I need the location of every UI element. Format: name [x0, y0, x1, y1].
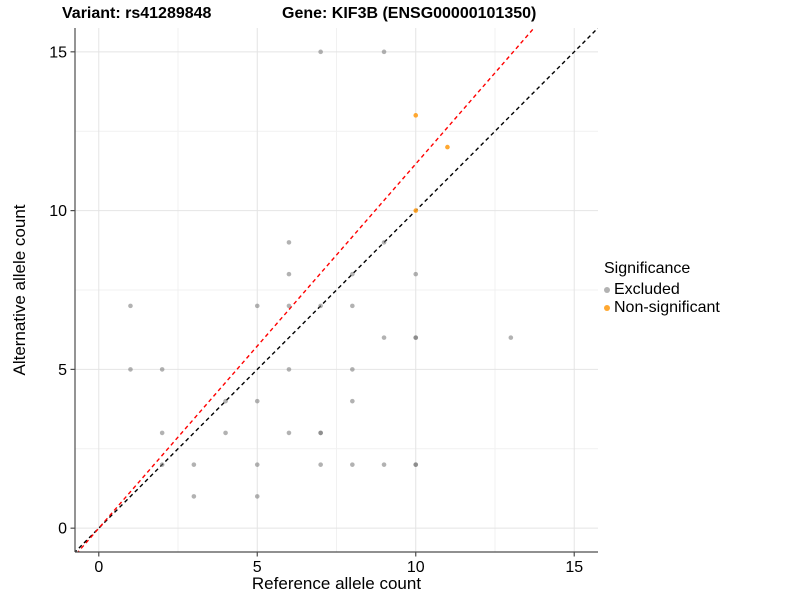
legend-title: Significance [604, 260, 691, 277]
data-point [445, 144, 450, 150]
data-point [223, 430, 228, 436]
data-point [413, 271, 419, 277]
data-point [254, 398, 260, 404]
data-point [350, 462, 355, 467]
variant-title: Variant: rs41289848 [62, 5, 212, 22]
data-point [381, 49, 387, 55]
data-point [159, 430, 165, 436]
gene-title: Gene: KIF3B (ENSG00000101350) [282, 5, 537, 22]
data-point [413, 462, 419, 467]
data-point [254, 303, 260, 309]
reference-lines [75, 28, 598, 552]
legend: Significance Excluded Non-significant [604, 260, 720, 317]
data-point [413, 208, 419, 213]
axes: 0 5 10 15 0 5 10 15 [49, 28, 598, 576]
data-point [159, 462, 165, 467]
x-tick-label: 10 [407, 559, 425, 576]
data-point [286, 240, 292, 245]
data-point [413, 113, 419, 118]
non-significant-point-icon [604, 305, 610, 311]
data-point [159, 367, 165, 372]
data-point [191, 462, 197, 467]
data-point [318, 303, 323, 309]
legend-item-excluded: Excluded [604, 281, 720, 299]
x-axis-title: Reference allele count [251, 574, 422, 593]
data-point [254, 494, 260, 499]
data-point [318, 49, 323, 55]
data-point [286, 303, 292, 309]
data-point [286, 430, 292, 436]
data-point [223, 398, 228, 404]
data-point [128, 303, 133, 309]
data-point [508, 335, 514, 340]
series-excluded [128, 49, 514, 499]
data-point [350, 271, 355, 277]
data-point [128, 367, 133, 372]
data-point [413, 335, 419, 340]
data-point [381, 240, 387, 245]
data-point [286, 367, 292, 372]
y-tick-label: 10 [49, 203, 67, 220]
data-point [350, 367, 355, 372]
data-point [318, 462, 323, 467]
legend-item-label: Non-significant [614, 299, 720, 316]
series-non-significant [413, 113, 450, 213]
data-point [350, 398, 355, 404]
y-tick-label: 15 [49, 44, 67, 61]
legend-item-label: Excluded [614, 281, 680, 298]
x-tick-label: 0 [94, 559, 103, 576]
data-point [286, 271, 292, 277]
x-tick-label: 15 [565, 559, 583, 576]
data-point [254, 462, 260, 467]
y-tick-label: 5 [58, 362, 67, 379]
data-point [350, 303, 355, 309]
y-axis-title: Alternative allele count [10, 204, 29, 376]
data-point [381, 462, 387, 467]
data-point [318, 430, 323, 436]
data-point [381, 335, 387, 340]
expected-ratio-line [77, 28, 535, 552]
excluded-point-icon [604, 287, 610, 293]
x-tick-label: 5 [253, 559, 262, 576]
identity-line [75, 28, 598, 552]
legend-item-non-significant: Non-significant [604, 299, 720, 317]
data-point [191, 494, 197, 499]
y-tick-label: 0 [58, 521, 67, 538]
